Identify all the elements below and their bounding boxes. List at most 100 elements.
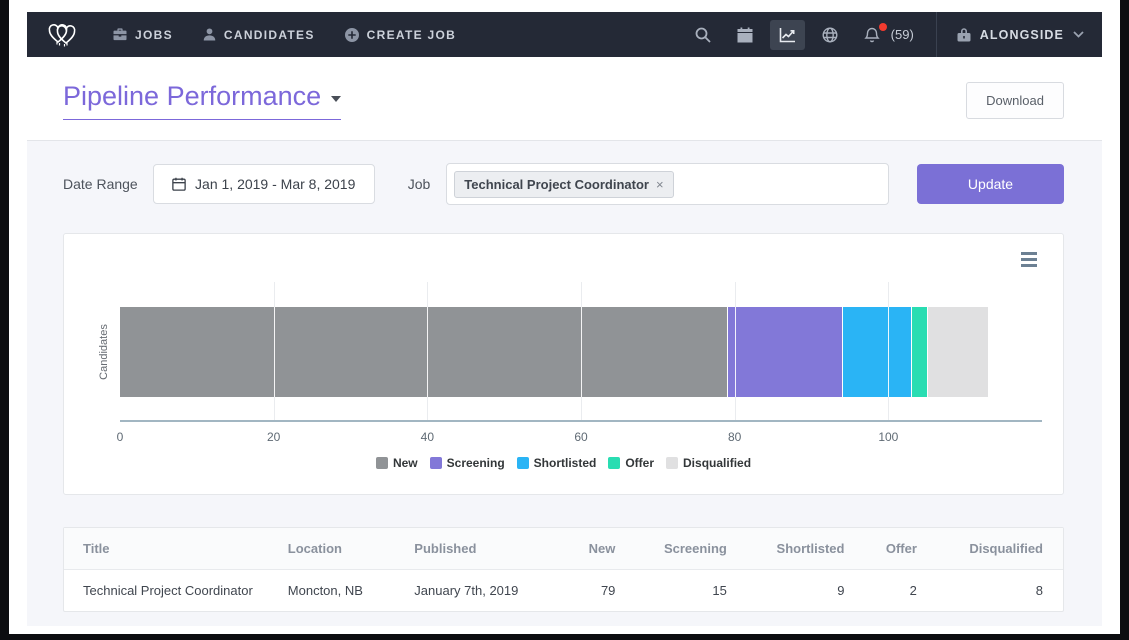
date-range-value: Jan 1, 2019 - Mar 8, 2019 xyxy=(195,176,356,192)
table-cell: 79 xyxy=(600,583,616,598)
table-cell: January 7th, 2019 xyxy=(414,583,519,598)
bell-icon xyxy=(863,27,880,42)
globe-icon xyxy=(822,26,838,43)
legend-swatch xyxy=(666,457,679,469)
person-icon xyxy=(203,28,216,41)
table-header-screening: Screening xyxy=(629,528,741,570)
download-button[interactable]: Download xyxy=(966,82,1064,119)
bar-gridline-overlay xyxy=(120,307,988,397)
x-axis-tick-label: 20 xyxy=(266,430,281,444)
job-tag-label: Technical Project Coordinator xyxy=(464,176,649,192)
remove-tag-icon[interactable]: × xyxy=(655,176,664,192)
table-header-title: Title xyxy=(64,528,274,570)
caret-down-icon xyxy=(331,95,342,102)
table-header-disqualified: Disqualified xyxy=(930,528,1063,570)
legend-swatch xyxy=(375,457,388,469)
table-cell: 8 xyxy=(1035,583,1043,598)
notification-count: (59) xyxy=(890,27,914,42)
date-range-label: Date Range xyxy=(63,176,138,192)
notifications-button[interactable] xyxy=(855,20,889,50)
job-label: Job xyxy=(407,176,431,192)
report-selector[interactable]: Pipeline Performance xyxy=(63,81,342,120)
x-axis-tick-label: 0 xyxy=(116,430,124,444)
legend-swatch xyxy=(608,457,621,469)
bar-segment-screening xyxy=(726,307,843,397)
top-navbar: JOBS CANDIDATES CREATE JOB xyxy=(27,12,1102,57)
search-button[interactable] xyxy=(686,20,720,50)
legend-item-shortlisted[interactable]: Shortlisted xyxy=(516,456,597,470)
legend-item-screening[interactable]: Screening xyxy=(429,456,505,470)
chevron-down-icon xyxy=(1073,31,1084,38)
update-button[interactable]: Update xyxy=(917,164,1064,204)
filter-bar: Date Range Jan 1, 2019 - Mar 8, 2019 Job… xyxy=(63,163,1064,205)
nav-item-create-job-label: CREATE JOB xyxy=(366,27,457,42)
navbar-divider xyxy=(935,12,937,57)
nav-item-create-job[interactable]: CREATE JOB xyxy=(344,27,457,42)
notification-dot xyxy=(878,22,887,31)
chart-plot-area xyxy=(120,280,1042,422)
legend-label: Disqualified xyxy=(683,456,752,470)
legend-label: New xyxy=(392,456,418,470)
app-window: JOBS CANDIDATES CREATE JOB xyxy=(27,12,1102,626)
stacked-bar xyxy=(120,307,989,397)
date-range-input[interactable]: Jan 1, 2019 - Mar 8, 2019 xyxy=(152,164,375,204)
table-cell: Technical Project Coordinator xyxy=(83,583,253,598)
legend-swatch xyxy=(516,457,529,469)
pipeline-table-card: Title Location Published New Screening Shortl… xyxy=(63,527,1064,612)
legend-label: Offer xyxy=(625,456,655,470)
x-axis-tick-label: 80 xyxy=(727,430,742,444)
x-axis-tick-label: 60 xyxy=(574,430,588,444)
briefcase-icon xyxy=(113,28,127,41)
search-icon xyxy=(695,27,711,43)
nav-item-jobs-label: JOBS xyxy=(135,27,173,42)
hearts-logo-icon xyxy=(48,23,76,46)
bar-segment-shortlisted xyxy=(842,307,912,397)
table-cell: Moncton, NB xyxy=(287,583,363,598)
legend-label: Shortlisted xyxy=(533,456,597,470)
table-header-offer: Offer xyxy=(858,528,931,570)
table-cell: 15 xyxy=(712,583,727,598)
page-title: Pipeline Performance xyxy=(63,81,322,111)
table-row[interactable]: Technical Project Coordinator Moncton, NB… xyxy=(64,570,1063,612)
legend-item-offer[interactable]: Offer xyxy=(608,456,654,470)
reports-button[interactable] xyxy=(769,19,805,50)
table-header-shortlisted: Shortlisted xyxy=(740,528,859,570)
main-content: Date Range Jan 1, 2019 - Mar 8, 2019 Job… xyxy=(27,140,1102,626)
lock-icon xyxy=(957,28,971,42)
bar-segment-offer xyxy=(911,307,927,397)
table-cell: 9 xyxy=(837,583,845,598)
job-select-input[interactable]: Technical Project Coordinator × xyxy=(446,163,890,205)
calendar-button[interactable] xyxy=(728,20,762,50)
page-header: Pipeline Performance Download xyxy=(27,57,1102,140)
bar-segment-new xyxy=(120,307,727,397)
job-tag: Technical Project Coordinator × xyxy=(454,170,674,198)
globe-button[interactable] xyxy=(813,20,847,50)
x-axis-tick-label: 100 xyxy=(878,430,899,444)
calendar-small-icon xyxy=(172,177,186,191)
pipeline-chart-card: Candidates 0 20 40 60 80 100 New Screening Shor… xyxy=(63,233,1064,495)
nav-item-jobs[interactable]: JOBS xyxy=(113,28,173,42)
legend-swatch xyxy=(429,457,442,469)
calendar-icon xyxy=(737,27,753,42)
plus-circle-icon xyxy=(344,27,359,42)
account-menu[interactable]: ALONGSIDE xyxy=(957,27,1084,42)
brand-logo[interactable] xyxy=(47,22,77,48)
navbar-right-section: (59) ALONGSIDE xyxy=(678,12,1084,57)
nav-item-candidates[interactable]: CANDIDATES xyxy=(203,28,315,42)
chart-bar-row xyxy=(120,307,1042,397)
chart-x-axis-ticks: 0 20 40 60 80 100 xyxy=(116,430,1042,446)
table-header-new: New xyxy=(562,528,630,570)
chart-context-menu-button[interactable] xyxy=(1018,249,1040,270)
nav-item-candidates-label: CANDIDATES xyxy=(223,27,315,42)
pipeline-table: Title Location Published New Screening Shortl… xyxy=(64,528,1063,611)
legend-label: Screening xyxy=(446,456,505,470)
table-header-published: Published xyxy=(400,528,563,570)
bar-segment-disqualified xyxy=(926,307,989,397)
legend-item-disqualified[interactable]: Disqualified xyxy=(666,456,751,470)
table-cell: 2 xyxy=(909,583,917,598)
table-header-location: Location xyxy=(273,528,401,570)
account-label: ALONGSIDE xyxy=(979,27,1064,42)
x-axis-tick-label: 40 xyxy=(420,430,435,444)
legend-item-new[interactable]: New xyxy=(375,456,418,470)
